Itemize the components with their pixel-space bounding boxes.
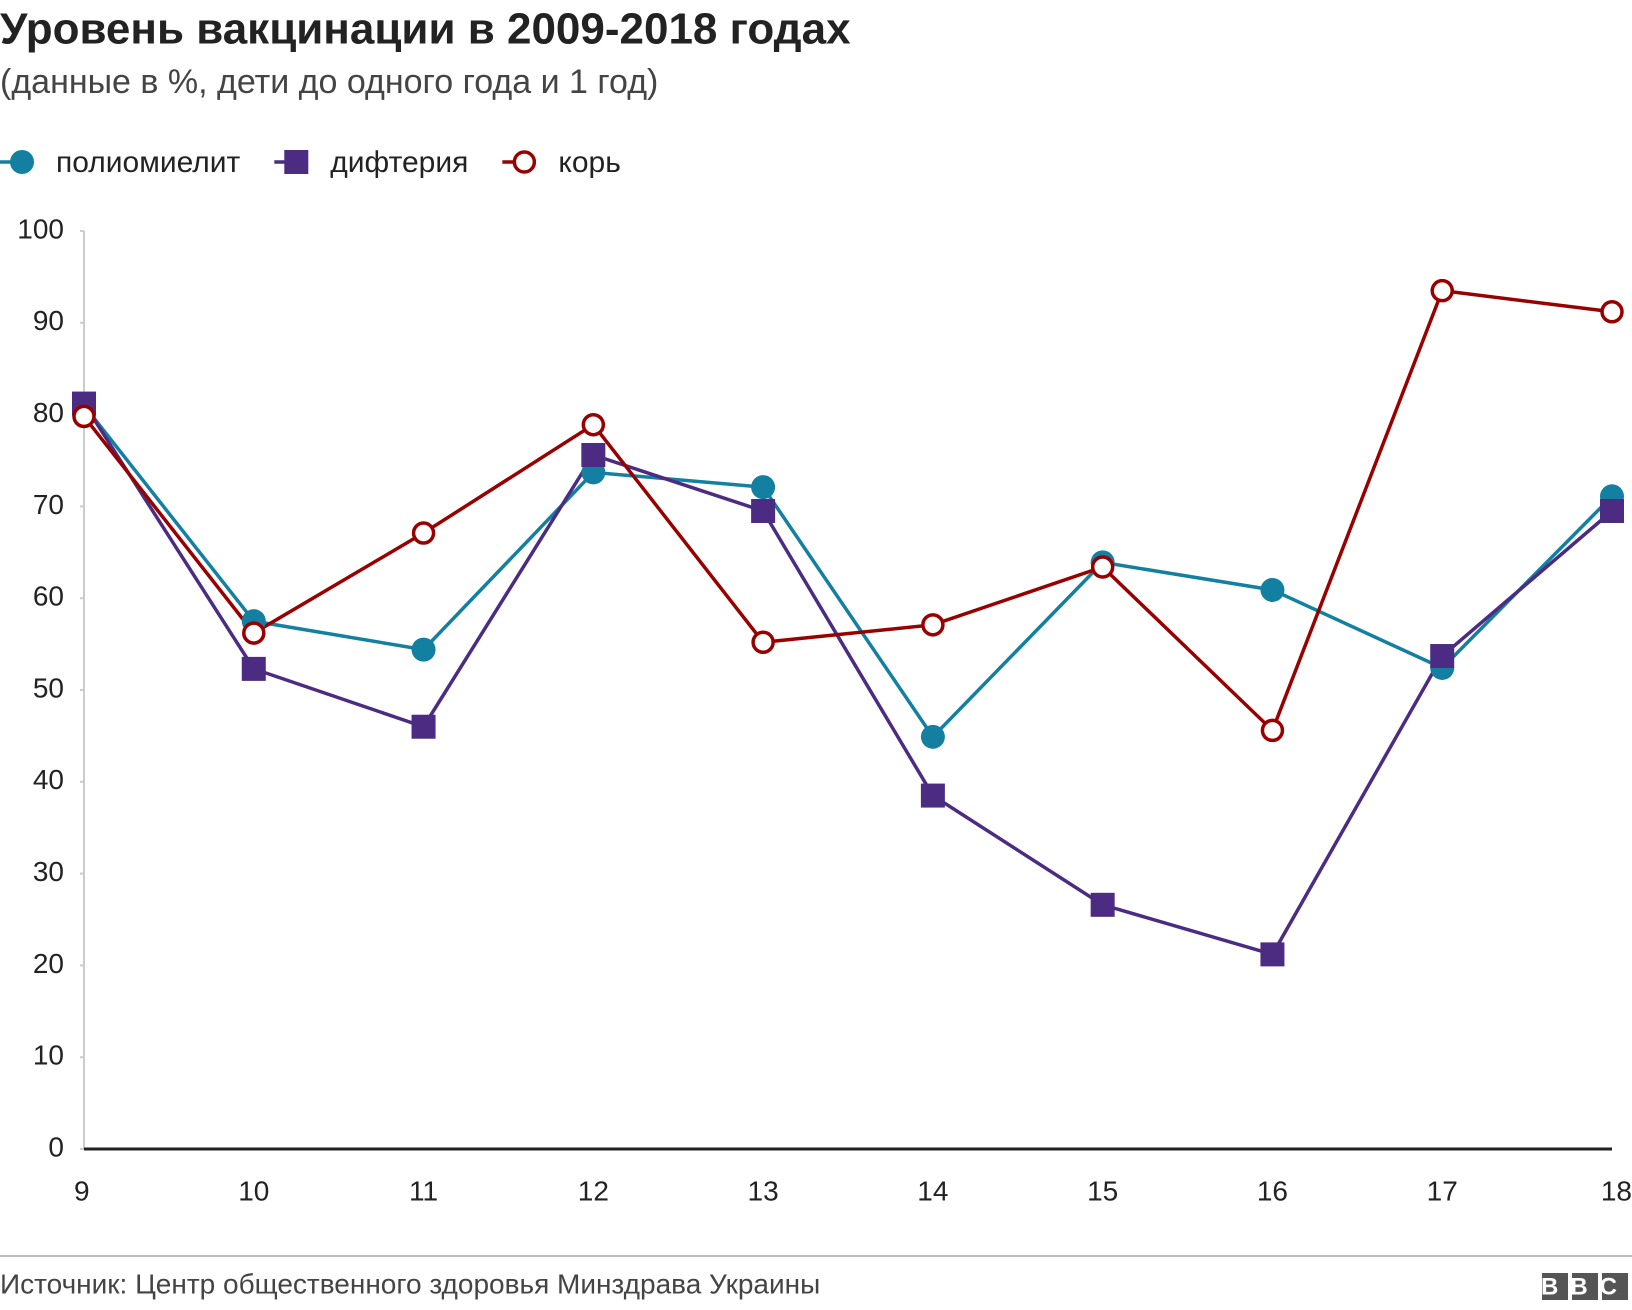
x-tick-label: 12 bbox=[578, 1175, 609, 1206]
marker bbox=[242, 621, 266, 645]
y-tick-label: 70 bbox=[33, 489, 64, 520]
chart-subtitle: (данные в %, дети до одного года и 1 год… bbox=[0, 63, 658, 101]
marker bbox=[1260, 718, 1285, 743]
marker bbox=[1090, 555, 1115, 579]
y-tick-label: 50 bbox=[33, 672, 64, 703]
marker bbox=[1430, 644, 1455, 669]
marker bbox=[241, 656, 266, 681]
marker bbox=[581, 412, 606, 437]
legend-label: полиомиелит bbox=[56, 146, 241, 179]
logo: BBC bbox=[1541, 1273, 1629, 1300]
marker bbox=[411, 521, 436, 545]
y-tick-label: 40 bbox=[33, 764, 64, 795]
legend-item: корь bbox=[502, 146, 621, 179]
legend-item: дифтерия bbox=[274, 146, 468, 179]
legend-label: корь bbox=[558, 146, 620, 179]
marker bbox=[1260, 942, 1285, 967]
marker bbox=[751, 498, 776, 523]
marker bbox=[920, 783, 945, 808]
marker bbox=[1090, 892, 1115, 917]
y-tick-label: 90 bbox=[33, 305, 64, 336]
series-line bbox=[82, 402, 1614, 957]
x-tick-label: 11 bbox=[409, 1175, 438, 1206]
marker bbox=[411, 714, 436, 739]
y-tick-label: 30 bbox=[33, 856, 64, 887]
x-tick-label: 15 bbox=[1087, 1175, 1118, 1206]
y-tick-label: 60 bbox=[33, 581, 64, 612]
series-line bbox=[82, 404, 1614, 740]
marker bbox=[751, 630, 775, 655]
marker bbox=[1430, 278, 1454, 303]
x-tick-label: 9 bbox=[74, 1175, 90, 1206]
marker bbox=[1260, 577, 1285, 602]
y-tick-label: 20 bbox=[33, 948, 64, 979]
x-tick-label: 10 bbox=[238, 1175, 269, 1206]
x-tick-label: 13 bbox=[748, 1175, 779, 1206]
y-tick-label: 80 bbox=[33, 397, 64, 428]
x-tick-label: 16 bbox=[1257, 1175, 1288, 1206]
chart-title: Уровень вакцинации в 2009-2018 годах bbox=[0, 5, 851, 54]
marker bbox=[581, 442, 606, 467]
x-tick-label: 18 bbox=[1601, 1175, 1632, 1206]
marker bbox=[1600, 498, 1624, 523]
marker bbox=[751, 475, 776, 500]
legend-marker bbox=[284, 150, 309, 174]
logo-text: BBC bbox=[1541, 1273, 1629, 1300]
legend-item: полиомиелит bbox=[0, 146, 241, 179]
y-tick-label: 10 bbox=[33, 1040, 64, 1071]
legend-label: дифтерия bbox=[330, 146, 468, 179]
marker bbox=[72, 404, 96, 429]
legend-marker bbox=[10, 150, 34, 174]
marker bbox=[920, 724, 945, 749]
source: Источник: Центр общественного здоровья М… bbox=[0, 1268, 820, 1299]
marker bbox=[921, 613, 945, 637]
marker bbox=[1600, 300, 1624, 324]
x-tick-label: 17 bbox=[1427, 1175, 1458, 1206]
legend-marker bbox=[512, 150, 537, 174]
y-tick-label: 100 bbox=[17, 213, 64, 244]
x-tick-label: 14 bbox=[917, 1175, 948, 1206]
marker bbox=[411, 637, 436, 662]
series-line bbox=[82, 288, 1613, 734]
y-tick-label: 0 bbox=[48, 1131, 64, 1162]
